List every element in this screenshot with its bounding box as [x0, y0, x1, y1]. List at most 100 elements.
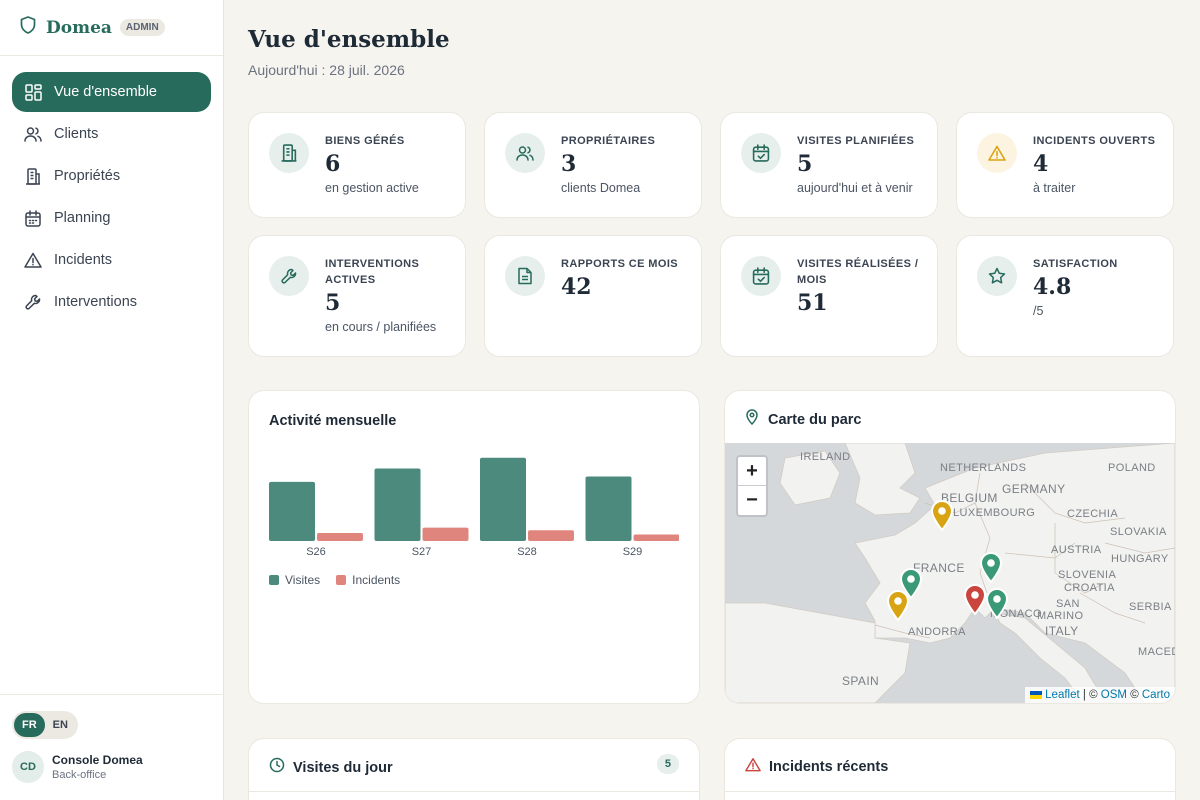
map-marker-yellow[interactable] [886, 589, 910, 626]
stat-card-properties[interactable]: BIENS GÉRÉS 6 en gestion active [248, 112, 466, 218]
stat-card-planned-visits[interactable]: VISITES PLANIFIÉES 5 aujourd'hui et à ve… [720, 112, 938, 218]
bar-incidents-s28[interactable] [528, 530, 574, 541]
map-label: ITALY [1045, 624, 1079, 638]
map-label: BELGIUM [941, 491, 998, 505]
star-icon [977, 256, 1017, 296]
map-label: CROATIA [1064, 582, 1115, 594]
x-tick-label: S27 [412, 546, 432, 558]
bar-incidents-s26[interactable] [317, 532, 363, 541]
page-subtitle: Aujourd'hui : 28 juil. 2026 [248, 62, 405, 78]
map-label: SERBIA [1129, 601, 1172, 613]
brand-name: Domea [46, 17, 112, 38]
stat-label: PROPRIÉTAIRES [561, 135, 656, 147]
lang-en-button[interactable]: EN [52, 719, 68, 731]
map-marker-yellow[interactable] [930, 499, 954, 536]
calendar-check-icon [741, 133, 781, 173]
map-view[interactable]: IRELAND NETHERLANDS POLAND BELGIUM GERMA… [725, 442, 1175, 703]
activity-card: Activité mensuelle S26 S27 S28 S29 Visites … [248, 390, 700, 704]
map-label: SLOVAKIA [1110, 526, 1167, 538]
map-label: NETHERLANDS [940, 462, 1027, 474]
calendar-icon [24, 209, 42, 227]
map-pin-icon [745, 409, 759, 430]
bar-visites-s27[interactable] [374, 468, 421, 541]
dashboard-icon [24, 83, 42, 101]
document-icon [505, 256, 545, 296]
stat-label: INTERVENTIONS ACTIVES [325, 258, 420, 286]
bar-visites-s26[interactable] [269, 481, 315, 541]
map-label: CZECHIA [1067, 508, 1119, 520]
stat-label: SATISFACTION [1033, 258, 1118, 270]
nav-item-incidents[interactable]: Incidents [12, 240, 211, 280]
carto-link[interactable]: Carto [1141, 689, 1170, 701]
stat-card-satisfaction[interactable]: SATISFACTION 4.8 /5 [956, 235, 1174, 357]
map-marker-green[interactable] [979, 551, 1003, 588]
bar-visites-s29[interactable] [585, 476, 632, 542]
chart-legend: Visites Incidents [269, 573, 416, 587]
lang-fr-button[interactable]: FR [14, 713, 45, 737]
stat-value: 4 [1033, 151, 1049, 177]
map-marker-green[interactable] [899, 567, 923, 604]
stat-note: en cours / planifiées [325, 320, 437, 334]
stat-card-open-incidents[interactable]: INCIDENTS OUVERTS 4 à traiter [956, 112, 1174, 218]
legend-label: Incidents [352, 573, 401, 587]
attribution-copyright: © [1089, 689, 1098, 701]
sidebar-footer: FR EN CD Console Domea Back-office [0, 694, 224, 800]
divider [725, 791, 1175, 792]
clock-icon [269, 757, 285, 778]
nav-item-planning[interactable]: Planning [12, 198, 211, 238]
legend-swatch [336, 575, 347, 585]
nav-label: Incidents [54, 252, 113, 268]
building-icon [269, 133, 309, 173]
zoom-control: + − [736, 455, 768, 517]
map-label: POLAND [1108, 462, 1156, 474]
nav-item-interventions[interactable]: Interventions [12, 282, 211, 322]
stat-value: 5 [325, 290, 341, 316]
stat-value: 3 [561, 151, 577, 177]
user-name: Console Domea [52, 753, 143, 767]
user-role: Back-office [52, 769, 107, 781]
map-marker-green[interactable] [985, 587, 1009, 624]
stat-value: 51 [797, 290, 828, 316]
sidebar: Domea ADMIN Vue d'ensemble Clients Propr… [0, 0, 224, 800]
stat-card-active-interventions[interactable]: INTERVENTIONS ACTIVES 5 en cours / plani… [248, 235, 466, 357]
map-label: GERMANY [1002, 482, 1066, 496]
stat-value: 6 [325, 151, 341, 177]
visits-today-header: Visites du jour [269, 757, 393, 778]
admin-badge: ADMIN [119, 19, 165, 36]
nav-label: Planning [54, 210, 111, 226]
bar-visites-s28[interactable] [480, 457, 526, 541]
map-label: SAN [1056, 598, 1080, 610]
zoom-out-button[interactable]: − [746, 489, 758, 511]
activity-title: Activité mensuelle [269, 413, 397, 429]
x-tick-label: S26 [306, 546, 326, 558]
user-profile[interactable]: CD Console Domea Back-office [12, 751, 212, 783]
leaflet-link[interactable]: Leaflet [1045, 689, 1080, 701]
x-tick-label: S28 [517, 546, 537, 558]
legend-item: Visites [269, 573, 320, 587]
zoom-in-button[interactable]: + [738, 457, 766, 486]
map-label: HUNGARY [1111, 553, 1169, 565]
nav-item-dashboard[interactable]: Vue d'ensemble [12, 72, 211, 112]
map-marker-red[interactable] [963, 583, 987, 620]
stat-card-completed-visits[interactable]: VISITES RÉALISÉES / MOIS 51 [720, 235, 938, 357]
attribution-separator: | [1082, 689, 1086, 701]
map-label: IRELAND [800, 451, 851, 463]
recent-incidents-title: Incidents récents [769, 759, 889, 775]
nav-item-properties[interactable]: Propriétés [12, 156, 211, 196]
map-label: SPAIN [842, 674, 880, 688]
bar-incidents-s27[interactable] [422, 527, 469, 541]
stat-note: à traiter [1033, 181, 1076, 195]
nav-item-clients[interactable]: Clients [12, 114, 211, 154]
users-icon [505, 133, 545, 173]
map-label: AUSTRIA [1051, 544, 1102, 556]
bar-incidents-s29[interactable] [633, 534, 680, 541]
brand[interactable]: Domea ADMIN [0, 0, 223, 56]
wrench-icon [269, 256, 309, 296]
visits-today-title: Visites du jour [293, 759, 393, 776]
map-label: MARINO [1037, 610, 1084, 622]
osm-link[interactable]: OSM [1100, 689, 1127, 701]
warning-icon [745, 757, 761, 777]
map-label: MACEDON [1138, 646, 1175, 658]
stat-card-owners[interactable]: PROPRIÉTAIRES 3 clients Domea [484, 112, 702, 218]
stat-card-reports[interactable]: RAPPORTS CE MOIS 42 [484, 235, 702, 357]
